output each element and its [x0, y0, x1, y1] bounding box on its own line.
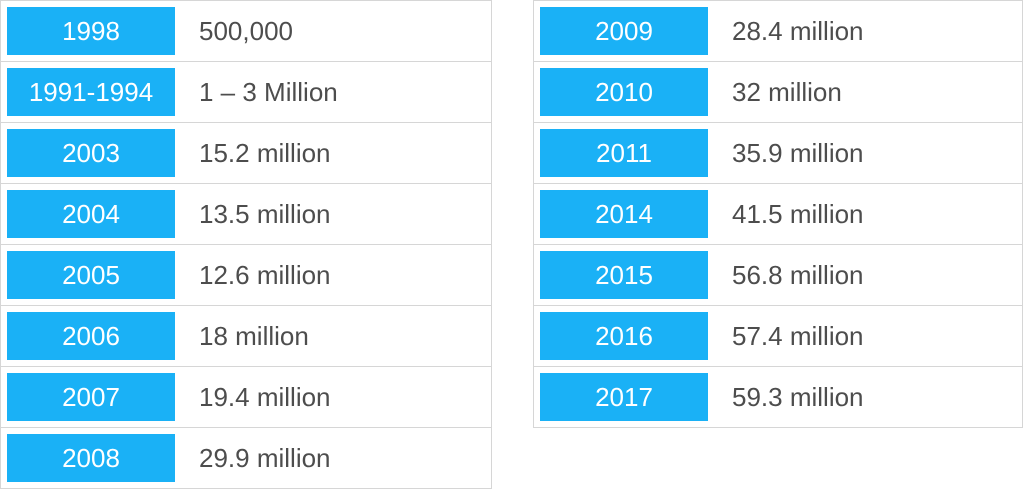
year-cell: 2004	[7, 190, 175, 238]
year-cell: 2011	[540, 129, 708, 177]
year-cell: 2006	[7, 312, 175, 360]
year-cell: 2015	[540, 251, 708, 299]
table-row: 2005 12.6 million	[1, 245, 491, 306]
year-cell: 2007	[7, 373, 175, 421]
value-cell: 13.5 million	[199, 199, 331, 229]
year-cell: 2017	[540, 373, 708, 421]
table-row: 2015 56.8 million	[534, 245, 1022, 306]
year-cell: 1998	[7, 7, 175, 55]
table-row: 2014 41.5 million	[534, 184, 1022, 245]
table-row: 2011 35.9 million	[534, 123, 1022, 184]
value-cell: 1 – 3 Million	[199, 77, 338, 107]
year-cell: 2014	[540, 190, 708, 238]
value-cell: 41.5 million	[732, 199, 864, 229]
value-cell: 29.9 million	[199, 443, 331, 473]
value-cell: 35.9 million	[732, 138, 864, 168]
year-cell: 2005	[7, 251, 175, 299]
table-row: 2008 29.9 million	[1, 428, 491, 489]
table-row: 1991-1994 1 – 3 Million	[1, 62, 491, 123]
value-cell: 18 million	[199, 321, 309, 351]
table-row: 2004 13.5 million	[1, 184, 491, 245]
value-cell: 12.6 million	[199, 260, 331, 290]
table-left: 1998 500,000 1991-1994 1 – 3 Million 2003 15.…	[0, 0, 492, 489]
year-cell: 2010	[540, 68, 708, 116]
value-cell: 500,000	[199, 16, 293, 46]
year-cell: 2003	[7, 129, 175, 177]
value-cell: 57.4 million	[732, 321, 864, 351]
value-cell: 15.2 million	[199, 138, 331, 168]
year-cell: 2009	[540, 7, 708, 55]
year-cell: 2016	[540, 312, 708, 360]
value-cell: 19.4 million	[199, 382, 331, 412]
table-row: 2016 57.4 million	[534, 306, 1022, 367]
value-cell: 59.3 million	[732, 382, 864, 412]
table-row: 2009 28.4 million	[534, 1, 1022, 62]
value-cell: 56.8 million	[732, 260, 864, 290]
table-row: 2003 15.2 million	[1, 123, 491, 184]
table-row: 2017 59.3 million	[534, 367, 1022, 428]
value-cell: 28.4 million	[732, 16, 864, 46]
year-cell: 1991-1994	[7, 68, 175, 116]
table-row: 1998 500,000	[1, 1, 491, 62]
table-right: 2009 28.4 million 2010 32 million 2011 35.9 m…	[533, 0, 1023, 428]
table-row: 2010 32 million	[534, 62, 1022, 123]
year-cell: 2008	[7, 434, 175, 482]
table-row: 2006 18 million	[1, 306, 491, 367]
table-row: 2007 19.4 million	[1, 367, 491, 428]
value-cell: 32 million	[732, 77, 842, 107]
